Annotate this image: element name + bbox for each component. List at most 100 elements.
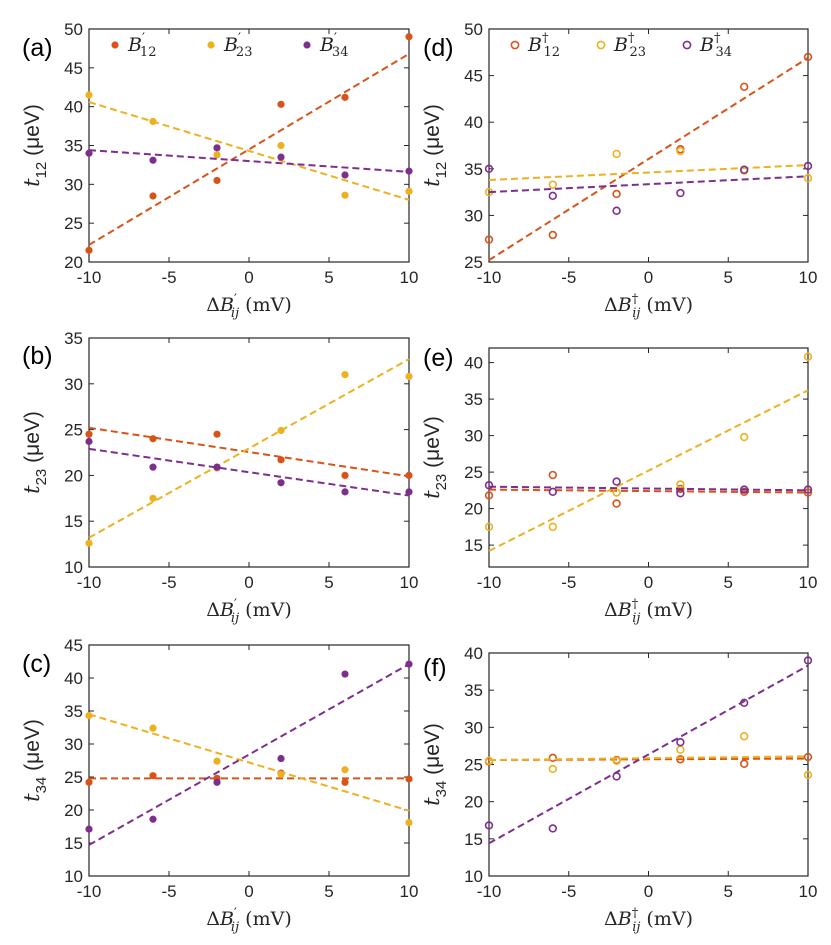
legend-symbol: B bbox=[127, 34, 142, 56]
fit-line-B23 bbox=[488, 164, 809, 181]
y-label-symbol: t bbox=[420, 797, 444, 806]
legend-superscript: † bbox=[628, 31, 635, 46]
x-axis-label: ΔB† ij (mV) bbox=[604, 292, 693, 321]
fit-line-B23 bbox=[488, 755, 809, 762]
x-label-delta: Δ bbox=[206, 294, 220, 316]
data-point-B34 bbox=[341, 488, 349, 496]
data-point-B23 bbox=[803, 352, 813, 361]
y-tick-label: 10 bbox=[64, 558, 83, 577]
data-point-B12 bbox=[803, 52, 813, 62]
data-point-B34 bbox=[612, 772, 621, 781]
series-B23 bbox=[85, 712, 413, 827]
series-B34 bbox=[484, 161, 813, 215]
y-label-subscript: 34 bbox=[433, 781, 450, 798]
y-axis-label: t12 (μeV) bbox=[420, 104, 450, 187]
x-label-subscript: ij bbox=[231, 611, 239, 626]
panel-letter: (d) bbox=[423, 34, 454, 62]
y-label-unit: (μeV) bbox=[21, 411, 44, 469]
x-tick-label: -10 bbox=[477, 268, 502, 287]
y-tick-label: 50 bbox=[464, 20, 483, 39]
fit-line-B12 bbox=[88, 426, 410, 478]
y-label-subscript: 23 bbox=[433, 474, 450, 491]
legend-marker-B23 bbox=[596, 40, 606, 50]
x-axis-label: ΔB′ ij (mV) bbox=[206, 292, 291, 321]
y-tick-label: 25 bbox=[464, 463, 483, 482]
legend-marker-B12 bbox=[510, 40, 520, 50]
data-point-B23 bbox=[676, 146, 685, 156]
y-axis-label: t12 (μeV) bbox=[20, 104, 50, 187]
x-tick-label: 0 bbox=[244, 882, 253, 901]
panel-b: (b) -10 -5 0 5 10 10 15 20 25 30 35 t23 (μeV) ΔB′ ij (… bbox=[20, 329, 418, 626]
data-point-B23 bbox=[548, 522, 557, 532]
legend-marker-B23 bbox=[207, 41, 215, 49]
y-label-unit: (μeV) bbox=[21, 104, 44, 162]
series-B23 bbox=[85, 91, 413, 201]
y-tick-label: 35 bbox=[464, 160, 483, 179]
data-point-B34 bbox=[484, 481, 494, 490]
data-point-B34 bbox=[149, 463, 157, 471]
data-point-B12 bbox=[803, 488, 813, 497]
data-point-B23 bbox=[405, 818, 413, 827]
y-tick-label: 45 bbox=[64, 636, 83, 655]
x-label-superscript: † bbox=[632, 597, 639, 612]
x-tick-label: -5 bbox=[561, 573, 576, 592]
y-tick-label: 10 bbox=[464, 867, 483, 886]
data-point-B34 bbox=[612, 206, 621, 215]
data-point-B12 bbox=[548, 753, 557, 763]
data-point-B12 bbox=[484, 491, 494, 500]
fit-line-B12 bbox=[488, 488, 809, 494]
data-point-B12 bbox=[612, 499, 621, 508]
x-tick-label: 5 bbox=[324, 268, 333, 287]
y-axis-label: t23 (μeV) bbox=[20, 411, 50, 494]
data-point-B34 bbox=[405, 488, 413, 496]
panel-letter: (f) bbox=[423, 654, 447, 682]
series-B23 bbox=[85, 358, 413, 547]
data-point-B12 bbox=[85, 246, 93, 254]
y-tick-label: 40 bbox=[464, 644, 483, 663]
x-tick-label: 10 bbox=[799, 268, 818, 287]
x-tick-label: 0 bbox=[244, 268, 253, 287]
data-point-B12 bbox=[803, 752, 813, 762]
data-point-B34 bbox=[341, 171, 349, 179]
series-B34 bbox=[85, 437, 413, 497]
y-label-symbol: t bbox=[20, 485, 44, 494]
data-point-B12 bbox=[149, 435, 157, 443]
x-label-symbol: B bbox=[219, 908, 234, 930]
x-label-delta: Δ bbox=[604, 908, 618, 930]
legend-subscript: 34 bbox=[715, 45, 732, 60]
x-tick-label: 5 bbox=[724, 882, 733, 901]
y-tick-label: 15 bbox=[64, 834, 83, 853]
y-tick-label: 20 bbox=[64, 801, 83, 820]
y-label-subscript: 23 bbox=[33, 469, 50, 486]
data-point-B23 bbox=[484, 756, 494, 765]
legend-label-B34: B† 34 bbox=[699, 31, 732, 60]
axes-frame bbox=[88, 28, 410, 263]
data-point-B34 bbox=[484, 821, 494, 830]
data-point-B34 bbox=[341, 670, 349, 678]
fit-line-B34 bbox=[88, 663, 410, 846]
fit-line-B12 bbox=[88, 52, 410, 246]
y-label-symbol: t bbox=[420, 178, 444, 187]
data-point-B23 bbox=[149, 494, 157, 502]
y-tick-label: 40 bbox=[464, 354, 483, 373]
x-label-delta: Δ bbox=[206, 908, 220, 930]
series-B12 bbox=[85, 769, 413, 786]
x-label-delta: Δ bbox=[604, 294, 618, 316]
y-tick-label: 35 bbox=[464, 681, 483, 700]
data-point-B23 bbox=[85, 91, 93, 99]
x-tick-label: 5 bbox=[324, 882, 333, 901]
data-point-B34 bbox=[277, 479, 285, 487]
data-point-B23 bbox=[149, 724, 157, 732]
x-tick-label: -10 bbox=[77, 882, 102, 901]
x-tick-label: 5 bbox=[724, 268, 733, 287]
data-point-B12 bbox=[484, 235, 494, 244]
x-tick-label: 10 bbox=[400, 268, 419, 287]
x-label-subscript: ij bbox=[231, 920, 239, 935]
data-point-B12 bbox=[149, 192, 157, 200]
data-point-B23 bbox=[484, 522, 494, 532]
y-tick-label: 25 bbox=[464, 756, 483, 775]
legend-symbol: B bbox=[699, 34, 714, 56]
series-B34 bbox=[85, 660, 413, 846]
